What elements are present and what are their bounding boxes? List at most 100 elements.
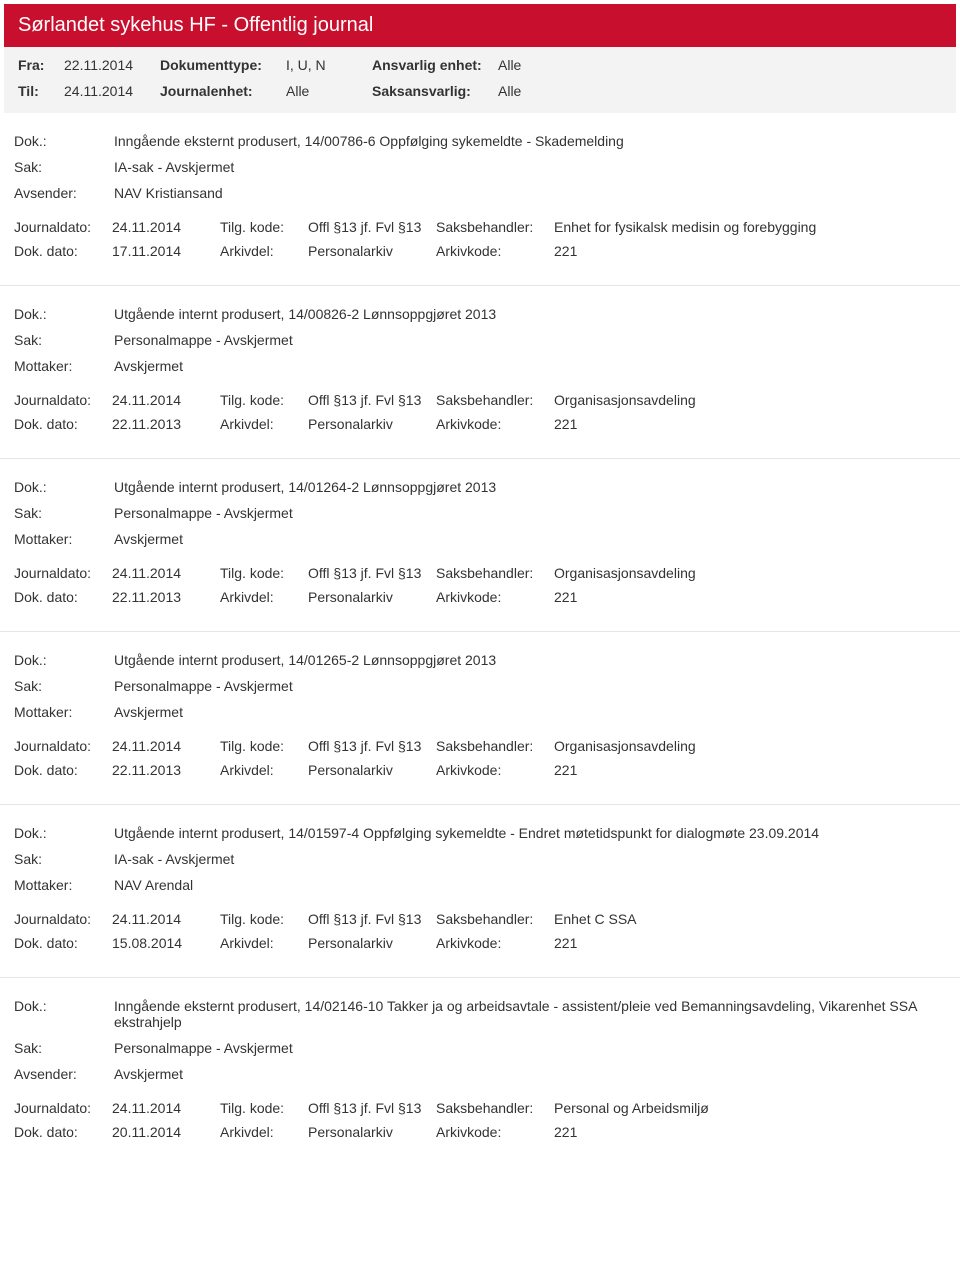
arkivdel-value: Personalarkiv [308,589,428,605]
arkivkode-label: Arkivkode: [436,416,546,432]
dokdato-label: Dok. dato: [14,1124,104,1140]
saksbehandler-label: Saksbehandler: [436,738,546,754]
journal-entry: Dok.: Utgående internt produsert, 14/008… [0,286,960,459]
entries-list: Dok.: Inngående eksternt produsert, 14/0… [0,113,960,1166]
saksbehandler-value: Organisasjonsavdeling [554,392,946,408]
arkivdel-label: Arkivdel: [220,762,300,778]
party-value: Avskjermet [114,358,946,374]
dokdato-value: 22.11.2013 [112,589,212,605]
journaldato-value: 24.11.2014 [112,565,212,581]
saksbehandler-value: Organisasjonsavdeling [554,738,946,754]
dokdato-label: Dok. dato: [14,243,104,259]
arkivdel-value: Personalarkiv [308,935,428,951]
dok-title: Utgående internt produsert, 14/01265-2 L… [114,652,946,668]
til-value: 24.11.2014 [64,83,154,99]
sak-value: Personalmappe - Avskjermet [114,678,946,694]
sak-label: Sak: [14,332,114,348]
tilgkode-value: Offl §13 jf. Fvl §13 [308,911,428,927]
til-label: Til: [18,83,58,99]
party-label: Mottaker: [14,358,114,374]
sak-value: IA-sak - Avskjermet [114,851,946,867]
party-label: Mottaker: [14,531,114,547]
sak-value: Personalmappe - Avskjermet [114,1040,946,1056]
dok-label: Dok.: [14,479,114,495]
arkivkode-label: Arkivkode: [436,762,546,778]
dokdato-value: 22.11.2013 [112,416,212,432]
tilgkode-label: Tilg. kode: [220,392,300,408]
dok-label: Dok.: [14,652,114,668]
party-label: Avsender: [14,185,114,201]
arkivkode-value: 221 [554,935,946,951]
journaldato-value: 24.11.2014 [112,392,212,408]
saksansvarlig-label: Saksansvarlig: [372,83,492,99]
tilgkode-label: Tilg. kode: [220,738,300,754]
journaldato-label: Journaldato: [14,738,104,754]
journaldato-value: 24.11.2014 [112,911,212,927]
journaldato-value: 24.11.2014 [112,219,212,235]
arkivdel-value: Personalarkiv [308,1124,428,1140]
party-value: Avskjermet [114,704,946,720]
party-label: Mottaker: [14,877,114,893]
saksbehandler-label: Saksbehandler: [436,1100,546,1116]
party-value: NAV Kristiansand [114,185,946,201]
sak-value: Personalmappe - Avskjermet [114,505,946,521]
journal-entry: Dok.: Inngående eksternt produsert, 14/0… [0,978,960,1166]
party-label: Avsender: [14,1066,114,1082]
arkivdel-value: Personalarkiv [308,243,428,259]
journaldato-value: 24.11.2014 [112,738,212,754]
journal-entry: Dok.: Utgående internt produsert, 14/012… [0,459,960,632]
saksbehandler-value: Enhet C SSA [554,911,946,927]
saksbehandler-label: Saksbehandler: [436,565,546,581]
saksbehandler-label: Saksbehandler: [436,911,546,927]
saksbehandler-value: Personal og Arbeidsmiljø [554,1100,946,1116]
saksbehandler-value: Enhet for fysikalsk medisin og forebyggi… [554,219,946,235]
journaldato-value: 24.11.2014 [112,1100,212,1116]
fra-label: Fra: [18,57,58,73]
dokdato-value: 22.11.2013 [112,762,212,778]
sak-value: Personalmappe - Avskjermet [114,332,946,348]
saksbehandler-label: Saksbehandler: [436,219,546,235]
arkivdel-value: Personalarkiv [308,416,428,432]
journaldato-label: Journaldato: [14,219,104,235]
dok-title: Utgående internt produsert, 14/01264-2 L… [114,479,946,495]
arkivkode-label: Arkivkode: [436,1124,546,1140]
sak-label: Sak: [14,159,114,175]
arkivkode-value: 221 [554,1124,946,1140]
tilgkode-label: Tilg. kode: [220,219,300,235]
doktype-label: Dokumenttype: [160,57,280,73]
arkivdel-label: Arkivdel: [220,1124,300,1140]
arkivkode-label: Arkivkode: [436,935,546,951]
dok-title: Utgående internt produsert, 14/00826-2 L… [114,306,946,322]
arkivdel-label: Arkivdel: [220,416,300,432]
dokdato-label: Dok. dato: [14,589,104,605]
ansvarlig-label: Ansvarlig enhet: [372,57,492,73]
dok-title: Utgående internt produsert, 14/01597-4 O… [114,825,946,841]
dok-title: Inngående eksternt produsert, 14/00786-6… [114,133,946,149]
dokdato-label: Dok. dato: [14,762,104,778]
arkivkode-value: 221 [554,243,946,259]
dokdato-value: 17.11.2014 [112,243,212,259]
journaldato-label: Journaldato: [14,392,104,408]
journal-entry: Dok.: Inngående eksternt produsert, 14/0… [0,113,960,286]
arkivdel-value: Personalarkiv [308,762,428,778]
saksbehandler-label: Saksbehandler: [436,392,546,408]
journaldato-label: Journaldato: [14,565,104,581]
dok-label: Dok.: [14,306,114,322]
dokdato-label: Dok. dato: [14,935,104,951]
arkivdel-label: Arkivdel: [220,243,300,259]
arkivkode-value: 221 [554,589,946,605]
journaldato-label: Journaldato: [14,1100,104,1116]
dok-label: Dok.: [14,133,114,149]
party-value: Avskjermet [114,1066,946,1082]
party-value: NAV Arendal [114,877,946,893]
journalenhet-label: Journalenhet: [160,83,280,99]
fra-value: 22.11.2014 [64,57,154,73]
filter-bar: Fra: 22.11.2014 Dokumenttype: I, U, N An… [4,47,956,113]
tilgkode-value: Offl §13 jf. Fvl §13 [308,219,428,235]
arkivdel-label: Arkivdel: [220,589,300,605]
dokdato-label: Dok. dato: [14,416,104,432]
party-value: Avskjermet [114,531,946,547]
arkivkode-value: 221 [554,762,946,778]
party-label: Mottaker: [14,704,114,720]
saksbehandler-value: Organisasjonsavdeling [554,565,946,581]
